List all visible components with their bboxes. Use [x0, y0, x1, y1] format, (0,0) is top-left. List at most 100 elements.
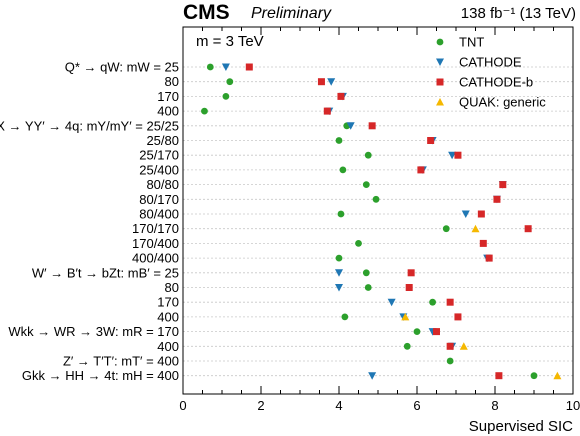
row-label: Wkk → WR → 3W: mR = 170: [8, 324, 179, 339]
row-label: 170/170: [132, 221, 179, 236]
cathode_b-point: [368, 122, 376, 130]
cathode_b-point: [495, 372, 503, 380]
tnt-point: [206, 63, 214, 71]
cathode_b-point: [427, 137, 435, 144]
tnt-point: [362, 181, 370, 189]
tnt-point: [403, 342, 411, 350]
mass-annotation: m = 3 TeV: [196, 33, 264, 50]
cathode_b-legend-label: CATHODE-b: [459, 75, 533, 90]
tnt-point: [372, 195, 380, 203]
row-label: 400: [157, 339, 179, 354]
tnt-point: [362, 269, 370, 277]
x-axis-title: Supervised SIC: [469, 418, 573, 435]
tnt-point: [446, 357, 454, 365]
x-tick-label: 0: [179, 398, 186, 413]
row-label: 400: [157, 104, 179, 119]
cathode-point: [461, 210, 470, 218]
cathode_b-point: [317, 78, 325, 86]
tnt-point: [355, 240, 362, 247]
plot-frame: [182, 26, 574, 395]
row-label: 80/400: [139, 207, 179, 222]
cathode_b-point: [454, 313, 462, 321]
tnt-point: [339, 166, 347, 174]
cms-label: CMS: [183, 1, 230, 24]
cathode-point: [335, 269, 343, 277]
row-label: W′ → B′t → bZt: mB′ = 25: [32, 265, 179, 280]
row-label: X → YY′ → 4q: mY/mY′ = 25/25: [0, 118, 179, 133]
quak-legend-marker: [436, 98, 444, 106]
cathode_b-point: [323, 107, 331, 115]
row-label: 400/400: [132, 251, 179, 266]
legend: TNT CATHODE CATHODE-b QUAK: generic: [436, 35, 546, 110]
tnt-legend-label: TNT: [459, 35, 484, 50]
quak-point: [553, 371, 562, 380]
cathode_b-point: [446, 298, 454, 306]
cathode_b-point: [337, 92, 345, 100]
row-label: 80/80: [146, 177, 179, 192]
cathode-point: [346, 122, 355, 130]
cathode-point: [368, 372, 377, 380]
x-tick-label: 10: [566, 398, 580, 413]
cathode_b-point: [454, 151, 462, 159]
quak-point: [471, 224, 480, 233]
cathode_b-point: [524, 225, 532, 233]
tnt-point: [442, 225, 450, 233]
cathode-point: [335, 284, 343, 292]
cathode-point: [387, 298, 396, 307]
data-marks: [201, 63, 562, 380]
quak-point: [401, 312, 410, 321]
row-label: 80/170: [139, 192, 179, 207]
row-label: 80: [165, 280, 179, 295]
preliminary-label: Preliminary: [251, 5, 332, 22]
x-axis: 0 2 4 6 8 10: [179, 27, 580, 413]
tnt-point: [341, 313, 349, 321]
x-tick-label: 6: [413, 398, 420, 413]
cathode-point: [448, 151, 457, 160]
cathode_b-point: [479, 239, 487, 247]
tnt-point: [201, 107, 208, 115]
row-label: 80: [165, 74, 179, 89]
tnt-legend-marker: [436, 38, 444, 46]
cathode_b-point: [433, 328, 440, 336]
cathode_b-point: [493, 195, 501, 203]
cathode_b-point: [417, 166, 425, 174]
cathode-point: [221, 63, 230, 71]
x-tick-label: 4: [335, 398, 342, 413]
quak-legend-label: QUAK: generic: [459, 95, 546, 110]
row-label: 25/80: [146, 133, 179, 148]
row-label: 170: [157, 295, 179, 310]
tnt-point: [413, 328, 421, 335]
tnt-point: [335, 137, 343, 144]
cathode_b-point: [499, 181, 507, 189]
quak-point: [459, 342, 468, 350]
row-label: 25/170: [139, 148, 179, 163]
tnt-point: [364, 284, 372, 291]
grid-lines: [183, 66, 573, 377]
x-tick-label: 8: [491, 398, 498, 413]
cathode_b-point: [485, 254, 493, 262]
cathode-point: [327, 78, 336, 86]
x-tick-label: 2: [257, 398, 264, 413]
cathode_b-legend-marker: [436, 78, 444, 86]
lumi-label: 138 fb⁻¹ (13 TeV): [461, 5, 576, 22]
tnt-point: [222, 93, 230, 100]
tnt-point: [226, 78, 234, 86]
cathode_b-point: [407, 269, 415, 277]
cathode-legend-label: CATHODE: [459, 55, 522, 70]
cathode_b-point: [477, 210, 485, 218]
row-label: 170/400: [132, 236, 179, 251]
row-label: 25/400: [139, 162, 179, 177]
cathode_b-point: [405, 284, 413, 291]
tnt-point: [429, 298, 436, 306]
tnt-point: [364, 151, 372, 159]
tnt-point: [530, 372, 538, 380]
tnt-point: [337, 210, 345, 218]
row-label: Q* → qW: mW = 25: [65, 60, 179, 75]
row-label: 400: [157, 309, 179, 324]
cathode_b-point: [446, 342, 454, 350]
cathode-legend-marker: [436, 58, 444, 66]
cathode_b-point: [245, 63, 253, 71]
row-label: Z′ → T′T′: mT′ = 400: [63, 354, 179, 369]
